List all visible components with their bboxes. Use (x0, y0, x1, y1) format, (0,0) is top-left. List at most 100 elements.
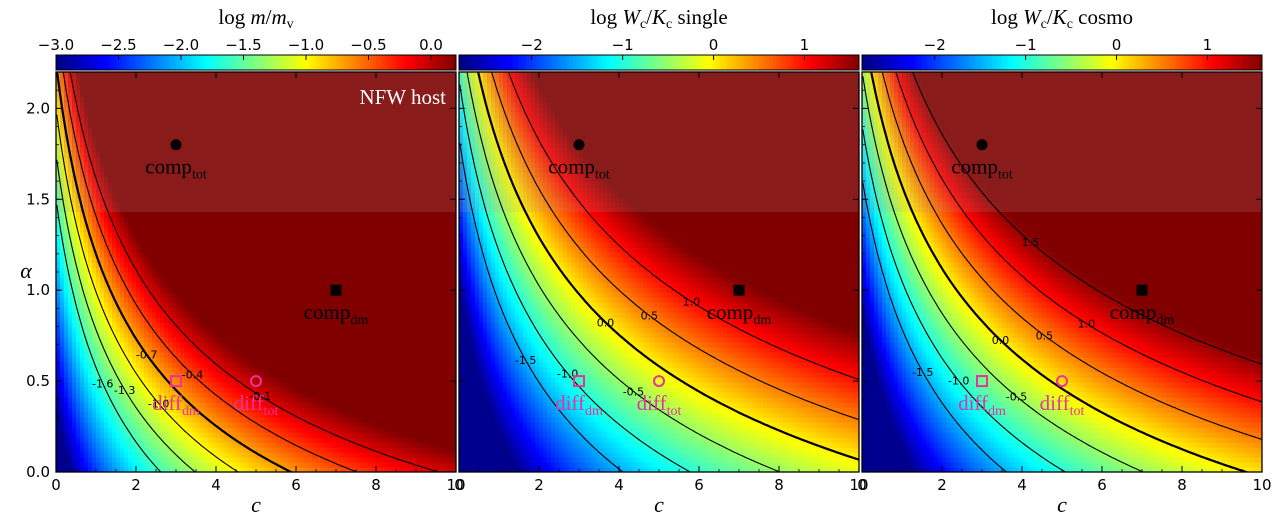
heatmap-cell (276, 282, 281, 288)
heatmap-cell (56, 442, 61, 448)
heatmap-cell (172, 107, 177, 113)
heatmap-cell (228, 457, 233, 463)
heatmap-cell (248, 102, 253, 108)
heatmap-cell (248, 352, 253, 358)
heatmap-cell (236, 267, 241, 273)
heatmap-cell (172, 162, 177, 168)
heatmap-cell (136, 187, 141, 193)
heatmap-cell (128, 337, 133, 343)
heatmap-cell (256, 287, 261, 293)
heatmap-cell (152, 317, 157, 323)
heatmap-cell (276, 342, 281, 348)
heatmap-cell (156, 447, 161, 453)
heatmap-cell (292, 122, 297, 128)
heatmap-cell (204, 282, 209, 288)
heatmap-cell (236, 287, 241, 293)
heatmap-cell (72, 457, 77, 463)
heatmap-cell (176, 177, 181, 183)
heatmap-cell (216, 237, 221, 243)
heatmap-cell (232, 262, 237, 268)
heatmap-cell (140, 272, 145, 278)
heatmap-cell (76, 467, 81, 472)
heatmap-cell (56, 137, 61, 143)
heatmap-cell (196, 422, 201, 428)
heatmap-cell (212, 167, 217, 173)
heatmap-cell (172, 262, 177, 268)
heatmap-cell (264, 362, 269, 368)
heatmap-cell (224, 367, 229, 373)
heatmap-cell (152, 272, 157, 278)
heatmap-cell (196, 447, 201, 453)
heatmap-cell (228, 152, 233, 158)
heatmap-cell (228, 232, 233, 238)
heatmap-cell (216, 197, 221, 203)
heatmap-cell (204, 217, 209, 223)
heatmap-cell (92, 387, 97, 393)
heatmap-cell (108, 282, 113, 288)
heatmap-cell (188, 147, 193, 153)
heatmap-cell (276, 157, 281, 163)
heatmap-cell (144, 367, 149, 373)
heatmap-cell (128, 232, 133, 238)
heatmap-cell (64, 282, 69, 288)
heatmap-cell (228, 172, 233, 178)
heatmap-cell (152, 152, 157, 158)
heatmap-cell (268, 362, 273, 368)
heatmap-cell (296, 442, 301, 448)
heatmap-cell (256, 407, 261, 413)
heatmap-cell (172, 207, 177, 213)
heatmap-cell (68, 387, 73, 393)
heatmap-cell (100, 422, 105, 428)
heatmap-cell (200, 392, 205, 398)
heatmap-cell (240, 227, 245, 233)
heatmap-cell (132, 427, 137, 433)
heatmap-cell (304, 357, 309, 363)
heatmap-cell (276, 252, 281, 258)
heatmap-cell (300, 142, 305, 148)
heatmap-cell (244, 182, 249, 188)
heatmap-cell (120, 72, 125, 78)
heatmap-cell (240, 197, 245, 203)
heatmap-cell (220, 112, 225, 118)
heatmap-cell (228, 77, 233, 83)
heatmap-cell (64, 197, 69, 203)
heatmap-cell (136, 152, 141, 158)
heatmap-cell (240, 212, 245, 218)
heatmap-cell (272, 207, 277, 213)
heatmap-cell (108, 357, 113, 363)
heatmap-cell (168, 457, 173, 463)
heatmap-cell (140, 197, 145, 203)
heatmap-cell (292, 302, 297, 308)
heatmap-cell (228, 92, 233, 98)
heatmap-cell (284, 182, 289, 188)
heatmap-cell (280, 372, 285, 378)
heatmap-cell (228, 227, 233, 233)
heatmap-cell (148, 317, 153, 323)
heatmap-cell (272, 92, 277, 98)
heatmap-cell (88, 362, 93, 368)
heatmap-cell (260, 457, 265, 463)
heatmap-cell (240, 432, 245, 438)
heatmap-cell (136, 162, 141, 168)
heatmap-cell (288, 232, 293, 238)
heatmap-cell (92, 82, 97, 88)
heatmap-cell (220, 407, 225, 413)
heatmap-cell (216, 117, 221, 123)
heatmap-cell (208, 192, 213, 198)
heatmap-cell (164, 112, 169, 118)
heatmap-cell (92, 282, 97, 288)
heatmap-cell (224, 157, 229, 163)
heatmap-cell (148, 367, 153, 373)
heatmap-cell (180, 92, 185, 98)
heatmap-cell (212, 102, 217, 108)
heatmap-cell (188, 92, 193, 98)
heatmap-cell (180, 452, 185, 458)
heatmap-cell (76, 157, 81, 163)
heatmap-cell (152, 237, 157, 243)
heatmap-cell (304, 332, 309, 338)
heatmap-cell (260, 177, 265, 183)
heatmap-cell (280, 137, 285, 143)
heatmap-cell (100, 247, 105, 253)
heatmap-cell (112, 117, 117, 123)
heatmap-cell (276, 447, 281, 453)
